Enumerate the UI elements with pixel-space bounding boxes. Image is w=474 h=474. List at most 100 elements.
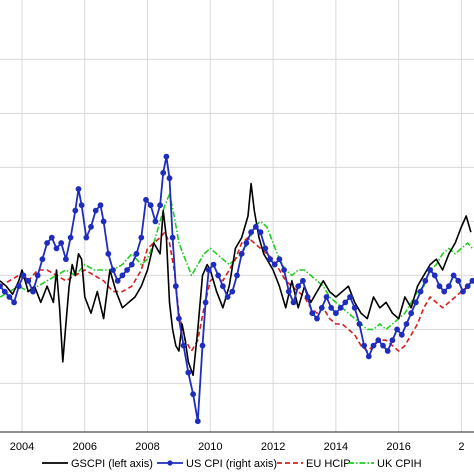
data-point-us-cpi-right-axis	[403, 321, 410, 327]
legend-label-uk-cpih: UK CPIH	[377, 458, 422, 470]
data-point-us-cpi-right-axis	[450, 272, 457, 279]
data-point-us-cpi-right-axis	[417, 288, 424, 295]
data-point-us-cpi-right-axis	[314, 315, 320, 322]
data-point-us-cpi-right-axis	[285, 288, 292, 295]
data-point-us-cpi-right-axis	[389, 337, 396, 344]
data-point-us-cpi-right-axis	[128, 261, 135, 268]
data-point-us-cpi-right-axis	[408, 310, 415, 317]
data-point-us-cpi-right-axis	[422, 277, 429, 284]
data-point-us-cpi-right-axis	[309, 310, 316, 317]
x-tick-label: 2008	[135, 441, 159, 453]
data-point-us-cpi-right-axis	[215, 272, 222, 279]
grid-lines	[0, 0, 474, 433]
series-layer	[0, 153, 474, 425]
data-point-us-cpi-right-axis	[394, 326, 401, 333]
data-point-us-cpi-right-axis	[300, 277, 306, 284]
data-point-us-cpi-right-axis	[92, 207, 99, 214]
data-point-us-cpi-right-axis	[25, 277, 32, 284]
data-point-us-cpi-right-axis	[243, 240, 250, 246]
data-point-us-cpi-right-axis	[469, 277, 474, 284]
data-point-us-cpi-right-axis	[361, 342, 368, 349]
legend-label-us-cpi-right-axis: US CPI (right axis)	[186, 458, 277, 470]
data-point-us-cpi-right-axis	[351, 304, 358, 311]
x-tick-label: 2014	[324, 441, 348, 453]
data-point-us-cpi-right-axis	[152, 218, 159, 225]
data-point-us-cpi-right-axis	[202, 299, 209, 306]
data-point-us-cpi-right-axis	[88, 223, 94, 230]
data-point-us-cpi-right-axis	[166, 175, 173, 182]
data-point-us-cpi-right-axis	[205, 267, 212, 273]
data-point-us-cpi-right-axis	[460, 288, 466, 295]
data-point-us-cpi-right-axis	[34, 272, 41, 279]
data-point-us-cpi-right-axis	[78, 202, 85, 209]
data-point-us-cpi-right-axis	[380, 342, 386, 349]
data-point-us-cpi-right-axis	[0, 283, 3, 290]
data-point-us-cpi-right-axis	[304, 294, 311, 300]
data-point-us-cpi-right-axis	[318, 304, 325, 311]
data-point-us-cpi-right-axis	[248, 229, 255, 236]
x-tick-label: 2	[458, 441, 464, 453]
data-point-us-cpi-right-axis	[100, 218, 107, 225]
data-point-us-cpi-right-axis	[342, 299, 349, 306]
data-point-us-cpi-right-axis	[210, 261, 217, 268]
x-axis-ticks: 2004 2006 2008 2010 2012 2014 2016 2	[10, 441, 465, 453]
data-point-us-cpi-right-axis	[413, 299, 419, 306]
data-point-us-cpi-right-axis	[39, 256, 46, 263]
data-point-us-cpi-right-axis	[436, 283, 443, 290]
x-tick-label: 2004	[10, 441, 34, 453]
data-point-us-cpi-right-axis	[176, 315, 182, 322]
data-point-us-cpi-right-axis	[63, 256, 69, 263]
data-point-us-cpi-right-axis	[441, 288, 448, 295]
data-point-us-cpi-right-axis	[30, 288, 36, 295]
data-point-us-cpi-right-axis	[180, 342, 187, 349]
data-point-us-cpi-right-axis	[333, 310, 339, 317]
data-point-us-cpi-right-axis	[75, 186, 82, 192]
data-point-us-cpi-right-axis	[169, 234, 176, 241]
data-point-us-cpi-right-axis	[15, 283, 22, 290]
data-point-us-cpi-right-axis	[97, 202, 104, 209]
data-point-us-cpi-right-axis	[44, 240, 50, 246]
data-point-us-cpi-right-axis	[290, 299, 297, 306]
data-point-us-cpi-right-axis	[172, 283, 179, 290]
data-point-us-cpi-right-axis	[147, 202, 154, 209]
data-point-us-cpi-right-axis	[455, 277, 462, 284]
data-point-us-cpi-right-axis	[194, 418, 201, 425]
data-point-us-cpi-right-axis	[262, 245, 269, 252]
data-point-us-cpi-right-axis	[384, 348, 391, 354]
data-point-us-cpi-right-axis	[163, 153, 170, 160]
data-point-us-cpi-right-axis	[72, 207, 79, 214]
data-point-us-cpi-right-axis	[224, 294, 231, 300]
data-point-us-cpi-right-axis	[1, 288, 8, 295]
x-tick-label: 2016	[386, 441, 410, 453]
data-point-us-cpi-right-axis	[220, 283, 226, 290]
data-point-us-cpi-right-axis	[347, 294, 353, 300]
data-point-us-cpi-right-axis	[58, 240, 65, 246]
legend-label-gscpi-left-axis: GSCPI (left axis)	[71, 458, 153, 470]
data-point-us-cpi-right-axis	[238, 250, 245, 257]
data-point-us-cpi-right-axis	[6, 294, 13, 300]
data-point-us-cpi-right-axis	[67, 234, 74, 241]
data-point-us-cpi-right-axis	[157, 202, 164, 209]
legend-marker-us-cpi-right-axis	[167, 460, 173, 466]
data-point-us-cpi-right-axis	[11, 299, 18, 306]
data-point-us-cpi-right-axis	[119, 272, 126, 279]
data-point-us-cpi-right-axis	[252, 223, 259, 230]
data-point-us-cpi-right-axis	[185, 369, 192, 376]
data-point-us-cpi-right-axis	[83, 234, 90, 241]
data-point-us-cpi-right-axis	[370, 342, 377, 349]
data-point-us-cpi-right-axis	[267, 256, 273, 263]
data-point-us-cpi-right-axis	[143, 196, 149, 203]
data-point-us-cpi-right-axis	[375, 337, 382, 344]
data-point-us-cpi-right-axis	[271, 261, 278, 268]
data-point-us-cpi-right-axis	[114, 277, 121, 284]
data-point-us-cpi-right-axis	[431, 272, 438, 279]
data-point-us-cpi-right-axis	[295, 283, 302, 290]
data-point-us-cpi-right-axis	[337, 304, 344, 311]
data-point-us-cpi-right-axis	[276, 256, 283, 263]
x-tick-label: 2010	[198, 441, 222, 453]
data-point-us-cpi-right-axis	[356, 321, 363, 327]
x-tick-label: 2012	[261, 441, 285, 453]
x-tick-label: 2006	[73, 441, 97, 453]
